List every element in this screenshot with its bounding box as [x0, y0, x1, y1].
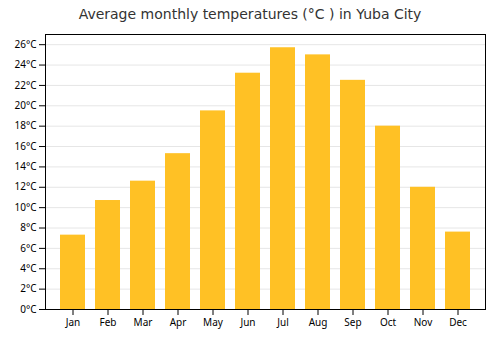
svg-text:0°C: 0°C	[20, 302, 37, 316]
svg-text:Jan: Jan	[65, 315, 81, 329]
svg-text:24°C: 24°C	[14, 57, 37, 71]
svg-text:Mar: Mar	[134, 315, 153, 329]
svg-text:Dec: Dec	[449, 315, 467, 329]
svg-text:22°C: 22°C	[14, 78, 37, 92]
svg-text:Feb: Feb	[100, 315, 117, 329]
svg-text:Apr: Apr	[170, 315, 187, 329]
svg-text:2°C: 2°C	[20, 281, 37, 295]
svg-text:Sep: Sep	[344, 315, 361, 329]
svg-text:4°C: 4°C	[20, 261, 37, 275]
svg-text:10°C: 10°C	[14, 200, 37, 214]
svg-text:16°C: 16°C	[14, 139, 37, 153]
html-text:Average monthly temperatures (: Average monthly temperatures (°C ) in Yu…	[78, 6, 422, 22]
svg-text:12°C: 12°C	[14, 179, 37, 193]
svg-text:Jun: Jun	[239, 315, 255, 329]
svg-text:Aug: Aug	[309, 315, 328, 329]
svg-text:May: May	[203, 315, 224, 329]
svg-text:20°C: 20°C	[14, 98, 37, 112]
svg-text:Nov: Nov	[414, 315, 433, 329]
svg-text:6°C: 6°C	[20, 241, 37, 255]
svg-text:Jul: Jul	[276, 315, 289, 329]
svg-text:26°C: 26°C	[14, 37, 37, 51]
svg-text:18°C: 18°C	[14, 118, 37, 132]
svg-text:8°C: 8°C	[20, 220, 37, 234]
svg-text:14°C: 14°C	[14, 159, 37, 173]
svg-text:Oct: Oct	[380, 315, 397, 329]
